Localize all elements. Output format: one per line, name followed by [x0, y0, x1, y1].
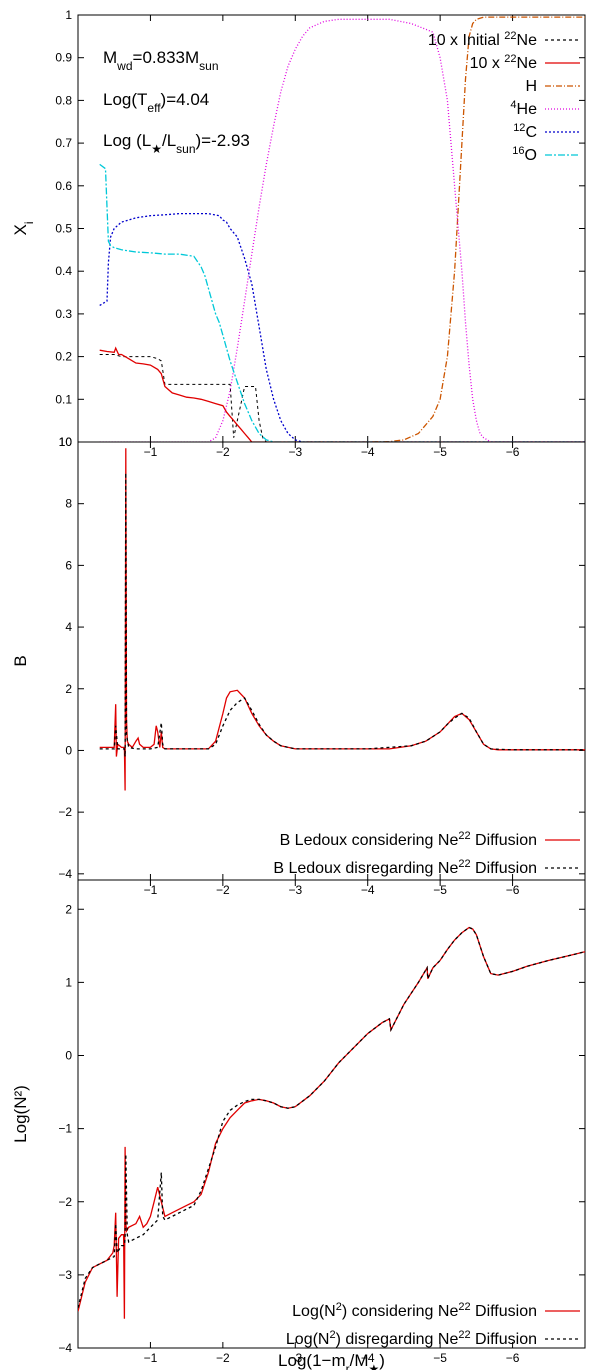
y-tick-label: 6 — [65, 558, 72, 572]
y-tick-label: 0 — [65, 1049, 72, 1063]
x-tick-label: −4 — [361, 1351, 375, 1365]
y-tick-label: 0.4 — [55, 264, 72, 278]
series-line — [295, 16, 585, 442]
series-line — [99, 448, 585, 791]
y-tick-label: −4 — [58, 867, 72, 881]
x-tick-label: −5 — [433, 883, 447, 897]
y-axis-title: Xi — [11, 221, 36, 235]
y-tick-label: 0.2 — [55, 350, 72, 364]
y-tick-label: 1 — [65, 8, 72, 22]
series-line — [99, 212, 585, 442]
y-tick-label: 0.7 — [55, 136, 72, 150]
y-tick-label: 0.3 — [55, 307, 72, 321]
y-axis-title: Log(N²) — [11, 1085, 30, 1143]
series-line — [99, 346, 585, 442]
x-tick-label: −5 — [433, 1351, 447, 1365]
x-tick-label: −2 — [216, 883, 230, 897]
series-line — [78, 926, 585, 1308]
legend-entry: Log(N2) considering Ne22 Diffusion — [292, 1301, 537, 1320]
panels-layer: 100.10.20.30.40.50.60.70.80.91−1 −2 −3 −4 −5… — [11, 8, 586, 1370]
x-tick-label: −1 — [144, 445, 158, 459]
legend-entry: B Ledoux disregarding Ne22 Diffusion — [273, 858, 537, 877]
y-tick-label: 0.1 — [55, 392, 72, 406]
x-tick-label: −5 — [433, 445, 447, 459]
x-tick-label: −3 — [288, 883, 302, 897]
y-tick-label: 2 — [65, 682, 72, 696]
y-tick-label: 10 — [59, 435, 73, 449]
x-tick-label: −3 — [288, 445, 302, 459]
y-tick-label: 0.9 — [55, 51, 72, 65]
panel-2: −4 −2 0 2 4 6 8 10 −1 −2 −3 −4 −5 −6 B B Ledoux conside… — [11, 435, 586, 897]
legend-entry: 12C — [513, 122, 537, 141]
x-tick-label: −2 — [216, 445, 230, 459]
x-tick-label: −2 — [216, 1351, 230, 1365]
x-tick-label: −4 — [361, 445, 375, 459]
legend-entry: H — [525, 78, 537, 95]
x-tick-label: −6 — [506, 445, 520, 459]
x-tick-label: −6 — [506, 1351, 520, 1365]
model-annotation: Mwd=0.833Msun — [103, 48, 219, 73]
y-tick-label: 0.8 — [55, 93, 72, 107]
x-tick-label: −4 — [361, 883, 375, 897]
y-tick-label: −3 — [58, 1268, 72, 1282]
legend-entry: B Ledoux considering Ne22 Diffusion — [280, 830, 537, 849]
x-tick-label: −1 — [144, 1351, 158, 1365]
y-axis-title: B — [11, 655, 30, 666]
legend-entry: Log(N2) disregarding Ne22 Diffusion — [286, 1329, 537, 1348]
y-tick-label: 2 — [65, 902, 72, 916]
y-tick-label: 10 — [59, 435, 73, 449]
y-tick-label: −2 — [58, 1195, 72, 1209]
plot-frame — [77, 441, 586, 881]
y-tick-label: −1 — [58, 1122, 72, 1136]
y-tick-label: 4 — [65, 620, 72, 634]
panel-1: 10 0.1 0.2 0.3 0.4 0.5 0.6 0.7 0.8 0.9 1 −1 −2 −3 −4 −5… — [11, 8, 586, 459]
plot-frame — [77, 14, 586, 443]
x-tick-label: −1 — [144, 883, 158, 897]
legend-entry: 16O — [512, 145, 537, 164]
series-line — [99, 354, 585, 442]
y-tick-label: 8 — [65, 497, 72, 511]
y-tick-label: 0.6 — [55, 179, 72, 193]
x-axis-title: Log(1−mr/M★) — [278, 1351, 385, 1370]
y-tick-label: −2 — [58, 805, 72, 819]
model-annotation: Log(Teff)=4.04 — [103, 90, 209, 115]
series-line — [99, 163, 585, 442]
model-annotation: Log (L★/Lsun)=-2.93 — [103, 131, 250, 156]
legend-entry: 10 x Initial 22Ne — [428, 30, 537, 49]
panel-3: −4 −3 −2 −1 0 1 2 −1 −2 −3 −4 −5 −6 Log(N²) Log(N2) co… — [11, 879, 586, 1365]
series-line — [99, 18, 585, 442]
legend-entry: 4He — [510, 99, 537, 118]
y-tick-label: 1 — [65, 975, 72, 989]
x-tick-label: −6 — [506, 883, 520, 897]
legend-entry: 10 x 22Ne — [470, 53, 537, 72]
plot-frame — [77, 879, 586, 1349]
y-tick-label: 0.5 — [55, 222, 72, 236]
y-tick-label: 0 — [65, 743, 72, 757]
x-tick-label: −3 — [288, 1351, 302, 1365]
series-line — [99, 472, 585, 757]
y-tick-label: −4 — [58, 1341, 72, 1355]
series-line — [78, 926, 585, 1319]
